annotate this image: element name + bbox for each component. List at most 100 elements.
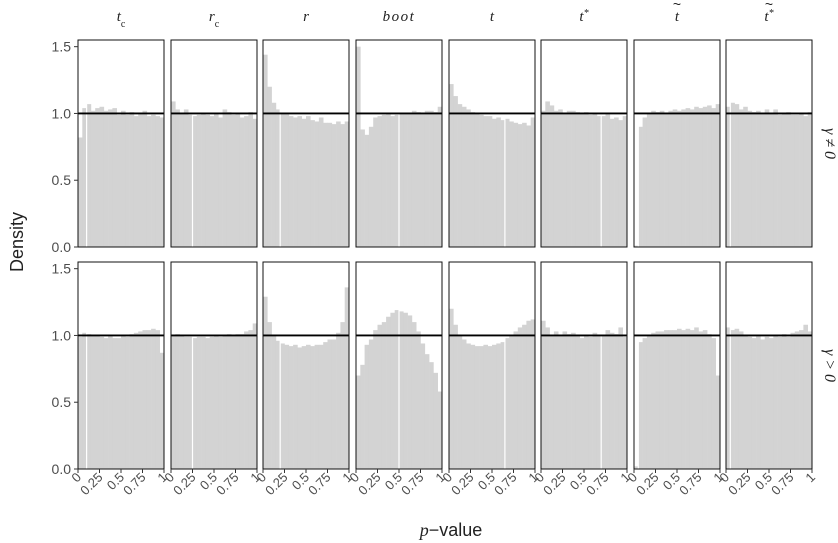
- histogram-bar: [638, 342, 643, 469]
- histogram-bar: [297, 116, 302, 247]
- histogram-bar: [677, 328, 682, 469]
- histogram-bar: [618, 327, 623, 469]
- histogram-bar: [803, 116, 808, 247]
- histogram-bar: [90, 335, 96, 469]
- row-strip-label-neq: γ ≠ 0: [821, 128, 838, 159]
- y-tick-label: 1.0: [52, 105, 72, 121]
- histogram-bar: [689, 109, 695, 247]
- histogram-bar: [267, 86, 272, 247]
- histogram-gap: [398, 262, 400, 469]
- strip-label-tc: tc: [117, 9, 126, 30]
- histogram-bar: [192, 338, 198, 469]
- histogram-bar: [116, 114, 122, 247]
- histogram-bar: [668, 330, 673, 469]
- panel-neq-t: [448, 39, 536, 248]
- strip-label-rc-base: r: [209, 9, 215, 25]
- histogram-bar: [614, 117, 619, 247]
- histogram-bar: [314, 344, 320, 469]
- histogram-bar: [407, 315, 413, 469]
- histogram-bar: [715, 375, 721, 469]
- histogram-bar: [738, 109, 744, 247]
- histogram-bar: [526, 320, 531, 469]
- panel-neq-tstar: [540, 39, 628, 248]
- histogram-bar: [562, 113, 568, 247]
- x-tick-label: 0.75: [768, 470, 797, 499]
- histogram-bar: [470, 112, 476, 248]
- histogram-bar: [340, 322, 345, 469]
- histogram-gap: [398, 40, 400, 247]
- histogram-bar: [356, 375, 361, 469]
- histogram-bar: [155, 330, 160, 469]
- strip-label-ttilde-base: t: [675, 9, 680, 25]
- histogram-bar: [781, 334, 787, 469]
- histogram-bar: [377, 116, 383, 247]
- histogram-bar: [509, 121, 514, 247]
- panel-border: [262, 39, 350, 248]
- histogram-bar: [513, 331, 519, 469]
- histogram-bar: [461, 339, 467, 469]
- histogram-bar: [799, 113, 804, 247]
- histogram-bar: [146, 116, 152, 247]
- histogram-bar: [664, 330, 669, 469]
- histogram-bar: [747, 110, 753, 248]
- histogram-bar: [318, 117, 324, 247]
- histogram-gap: [191, 262, 194, 469]
- histogram-bar: [517, 327, 523, 469]
- histogram-gap: [279, 262, 281, 469]
- histogram-bar: [803, 324, 808, 469]
- strip-label-tstar-sup: *: [584, 8, 589, 19]
- histogram-bar: [605, 113, 611, 247]
- histogram-bar: [129, 112, 135, 248]
- histogram-bar: [672, 109, 678, 247]
- histogram-bar: [112, 338, 117, 469]
- histogram-bar: [297, 347, 302, 469]
- histogram-gap: [600, 262, 602, 469]
- histogram-bar: [651, 332, 656, 469]
- x-tick-label: 0.25: [448, 470, 477, 499]
- histogram-bar: [244, 116, 249, 247]
- histogram-bar: [474, 113, 480, 247]
- histogram-bar: [407, 113, 413, 247]
- histogram-bar: [496, 117, 501, 247]
- panel-border: [633, 39, 721, 248]
- panel-neq-boot: [355, 39, 443, 248]
- histogram-bar: [196, 114, 202, 247]
- histogram-bar: [622, 116, 628, 247]
- histogram-bar: [280, 343, 285, 469]
- histogram-bar: [209, 336, 215, 469]
- strip-label-boot-base: boot: [383, 9, 416, 25]
- histogram-bar: [209, 116, 215, 247]
- histogram-bar: [390, 116, 395, 247]
- histogram-bar: [677, 110, 682, 248]
- histogram-bar: [579, 113, 585, 247]
- strip-label-tstar-base: t: [579, 9, 584, 25]
- histogram-bar: [99, 106, 105, 247]
- histogram-bar: [453, 96, 458, 247]
- histogram-bar: [500, 120, 506, 247]
- histogram-bar: [694, 327, 699, 469]
- histogram-bar: [252, 118, 258, 247]
- histogram-bar: [429, 362, 434, 469]
- x-axis-title: p−value: [418, 520, 483, 540]
- panel-border: [725, 39, 813, 248]
- x-tick-label: 0.75: [305, 470, 334, 499]
- histogram-bar: [592, 113, 598, 247]
- histogram-bar: [386, 316, 391, 469]
- histogram-bar: [403, 312, 408, 469]
- histogram-bar: [222, 335, 228, 469]
- histogram-bar: [205, 338, 210, 469]
- panel-border: [170, 39, 258, 248]
- histogram-bar: [646, 113, 652, 247]
- histogram-bar: [659, 110, 665, 248]
- panel-neq-rc: [170, 39, 258, 248]
- histogram-bar: [734, 328, 740, 469]
- histogram-bar: [449, 84, 454, 247]
- histogram-bar: [642, 117, 648, 247]
- histogram-bar: [381, 114, 387, 247]
- panel-neq-r: [262, 39, 350, 248]
- histogram-bar: [566, 110, 572, 248]
- histogram-bar: [125, 336, 130, 469]
- histogram-bar: [356, 46, 361, 248]
- strip-label-r-base: r: [303, 9, 309, 25]
